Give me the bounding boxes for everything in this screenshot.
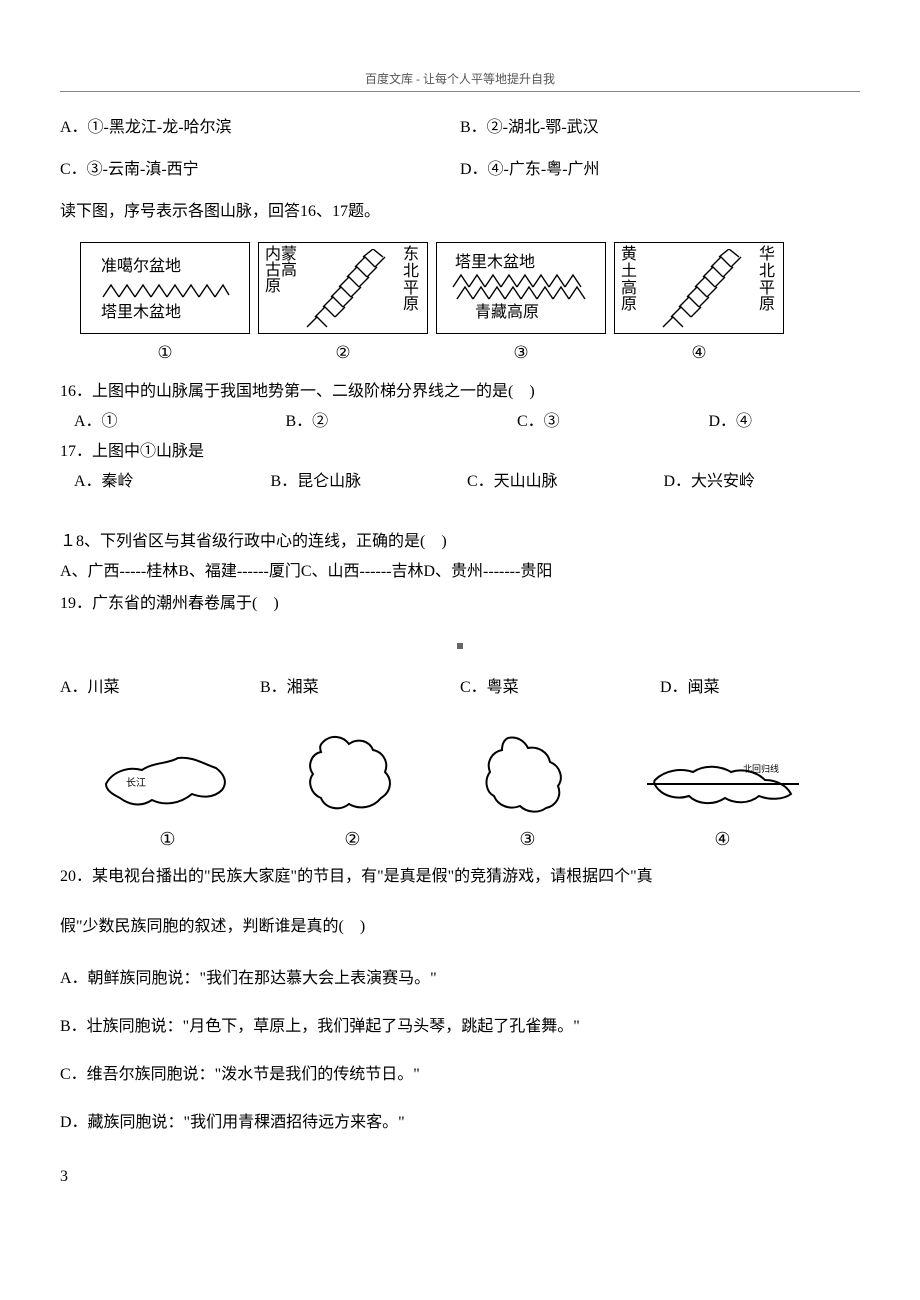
q20-opt-b: B．壮族同胞说："月色下，草原上，我们弹起了马头琴，跳起了孔雀舞。" (60, 1015, 860, 1039)
option-row-1: A．①-黑龙江-龙-哈尔滨 B．②-湖北-鄂-武汉 (60, 116, 860, 140)
question-18: １8、下列省区与其省级行政中心的连线，正确的是( ) (60, 530, 860, 554)
diagram-4: 黄土高原 华北平原 ④ (614, 242, 784, 366)
diagram-1: 准噶尔盆地 塔里木盆地 ① (80, 242, 250, 366)
q16-opt-a: A．① (74, 410, 226, 434)
diag3-bottom-text: 青藏高原 (475, 301, 539, 325)
q17-options: A．秦岭 B．昆仑山脉 C．天山山脉 D．大兴安岭 (60, 470, 860, 494)
q20-opt-c: C．维吾尔族同胞说："泼水节是我们的传统节日。" (60, 1063, 860, 1087)
q19-opt-c: C．粤菜 (460, 676, 660, 700)
q20-opt-d: D．藏族同胞说："我们用青稞酒招待远方来客。" (60, 1111, 860, 1135)
page-header: 百度文库 - 让每个人平等地提升自我 (60, 70, 860, 92)
q19-opt-b: B．湘菜 (260, 676, 460, 700)
q19-opt-a: A．川菜 (60, 676, 260, 700)
province-outlines: 长江 ① ② ③ (60, 730, 860, 853)
province-1: 长江 ① (98, 750, 238, 853)
q17-opt-b: B．昆仑山脉 (271, 470, 468, 494)
diag3-label: ③ (513, 340, 528, 366)
province-3: ③ (468, 730, 588, 853)
question-19: 19．广东省的潮州春卷属于( ) (60, 592, 860, 616)
option-c: C．③-云南-滇-西宁 (60, 158, 460, 182)
prov2-label: ② (344, 826, 360, 853)
mountain-diagrams: 准噶尔盆地 塔里木盆地 ① 内蒙古高原 (80, 242, 860, 366)
q17-opt-a: A．秦岭 (74, 470, 271, 494)
province-4: 北回归线 ④ (643, 750, 803, 853)
question-20-line1: 20．某电视台播出的"民族大家庭"的节目，有"是真是假"的竞猜游戏，请根据四个"… (60, 861, 860, 893)
q20-opt-a: A．朝鲜族同胞说："我们在那达慕大会上表演赛马。" (60, 967, 860, 991)
diag1-bottom-text: 塔里木盆地 (101, 301, 181, 325)
q17-opt-d: D．大兴安岭 (664, 470, 861, 494)
diag2-right-text: 东北平原 (403, 247, 421, 314)
q16-opt-d: D．④ (669, 410, 861, 434)
q16-opt-c: C．③ (437, 410, 669, 434)
diag3-top-text: 塔里木盆地 (455, 251, 535, 275)
option-row-2: C．③-云南-滇-西宁 D．④-广东-粤-广州 (60, 158, 860, 182)
mountain-icon (659, 249, 749, 329)
instruction-1: 读下图，序号表示各图山脉，回答16、17题。 (60, 200, 860, 224)
prov1-text: 长江 (126, 777, 146, 789)
diagram-3: 塔里木盆地 青藏高原 ③ (436, 242, 606, 366)
mountain-icon (303, 249, 393, 329)
diag4-label: ④ (691, 340, 706, 366)
diag1-label: ① (157, 340, 172, 366)
q16-opt-b: B．② (226, 410, 438, 434)
prov3-label: ③ (519, 826, 535, 853)
option-d: D．④-广东-粤-广州 (460, 158, 860, 182)
prov4-label: ④ (714, 826, 730, 853)
q19-opt-d: D．闽菜 (660, 676, 860, 700)
q19-options: A．川菜 B．湘菜 C．粤菜 D．闽菜 (60, 676, 860, 700)
separator-dot (60, 634, 860, 658)
mountain-icon (451, 273, 591, 301)
diagram-2: 内蒙古高原 东北平原 ② (258, 242, 428, 366)
diag2-label: ② (335, 340, 350, 366)
option-b: B．②-湖北-鄂-武汉 (460, 116, 860, 140)
mountain-icon (101, 279, 231, 301)
q17-opt-c: C．天山山脉 (467, 470, 664, 494)
option-a: A．①-黑龙江-龙-哈尔滨 (60, 116, 460, 140)
diag4-right-text: 华北平原 (759, 247, 777, 314)
province-2: ② (293, 730, 413, 853)
q18-options: A、广西-----桂林B、福建------厦门C、山西------吉林D、贵州-… (60, 560, 860, 584)
diag1-top-text: 准噶尔盆地 (101, 255, 181, 279)
diag2-left-text: 内蒙古高原 (265, 247, 301, 295)
question-20-line2: 假"少数民族同胞的叙述，判断谁是真的( ) (60, 911, 860, 943)
diag4-left-text: 黄土高原 (621, 247, 639, 314)
prov1-label: ① (159, 826, 175, 853)
prov4-text: 北回归线 (743, 763, 779, 774)
question-16: 16．上图中的山脉属于我国地势第一、二级阶梯分界线之一的是( ) (60, 380, 860, 404)
question-17: 17．上图中①山脉是 (60, 440, 860, 464)
page-number: 3 (60, 1165, 860, 1189)
q16-options: A．① B．② C．③ D．④ (60, 410, 860, 434)
